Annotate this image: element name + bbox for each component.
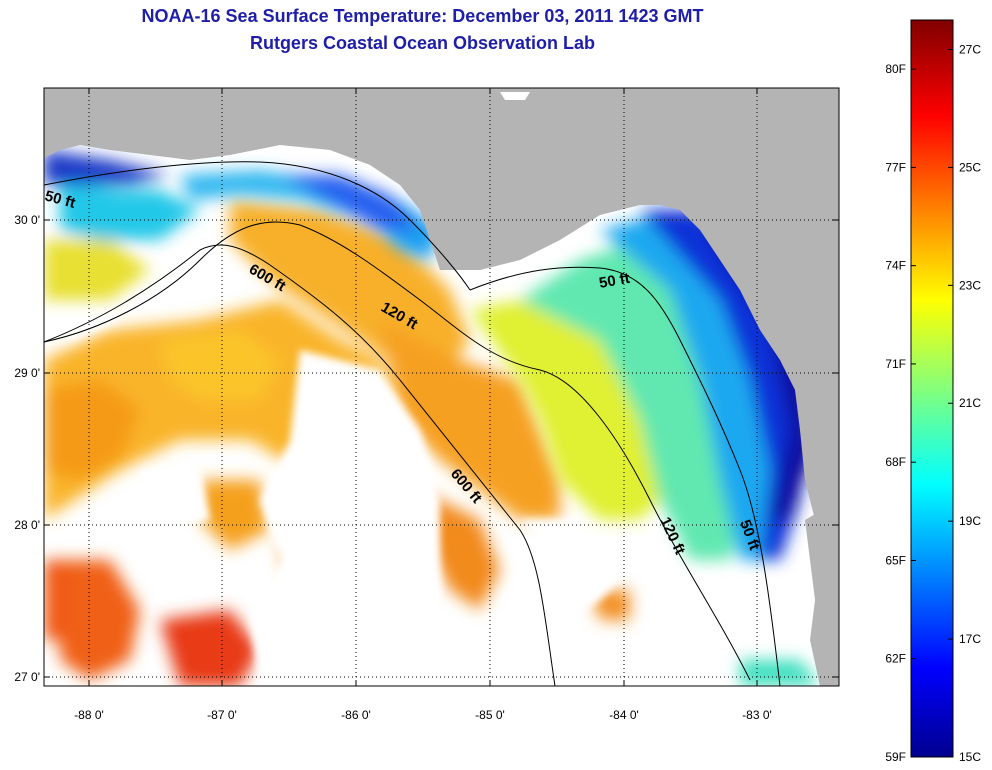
land-peninsula	[805, 500, 839, 686]
lat-tick-label: 29 0'	[14, 366, 40, 380]
land-mass	[44, 88, 839, 560]
lat-labels: 30 0' 29 0' 28 0' 27 0'	[14, 213, 40, 684]
colorbar-f-label: 62F	[885, 652, 906, 666]
lon-tick-label: -83 0'	[742, 708, 772, 722]
colorbar-f-label: 68F	[885, 455, 906, 469]
colorbar-c-label: 15C	[959, 750, 981, 764]
bathymetry-contours	[43, 161, 781, 687]
lon-tick-label: -85 0'	[475, 708, 505, 722]
lon-labels: -88 0' -87 0' -86 0' -85 0' -84 0' -83 0…	[74, 708, 772, 722]
sst-field	[44, 150, 820, 686]
contour-label: 50 ft	[598, 270, 631, 292]
colorbar-c-label: 27C	[959, 42, 981, 56]
map-subtitle: Rutgers Coastal Ocean Observation Lab	[249, 33, 596, 53]
graticule	[44, 88, 839, 686]
colorbar-c-label: 17C	[959, 632, 981, 646]
colorbar-c-label: 19C	[959, 514, 981, 528]
lat-tick-label: 28 0'	[14, 518, 40, 532]
lat-tick-label: 30 0'	[14, 213, 40, 227]
colorbar-c-label: 23C	[959, 278, 981, 292]
colorbar-f-label: 71F	[885, 357, 906, 371]
axis-ticks	[44, 88, 839, 686]
lat-tick-label: 27 0'	[14, 670, 40, 684]
colorbar-f-label: 80F	[885, 62, 906, 76]
map-title: NOAA-16 Sea Surface Temperature: Decembe…	[141, 6, 704, 26]
lon-tick-label: -84 0'	[609, 708, 639, 722]
lon-tick-label: -88 0'	[74, 708, 104, 722]
colorbar-f-label: 77F	[885, 160, 906, 174]
colorbar-c-label: 21C	[959, 396, 981, 410]
colorbar-f-label: 74F	[885, 259, 906, 273]
colorbar-f-label: 59F	[885, 750, 906, 764]
colorbar	[910, 19, 954, 758]
colorbar-labels: 80F 77F 74F 71F 68F 65F 62F 59F 27C 25C 23C 21C 19C 1…	[885, 42, 981, 764]
plot-frame	[43, 87, 840, 687]
colorbar-c-label: 25C	[959, 160, 981, 174]
lon-tick-label: -86 0'	[341, 708, 371, 722]
lon-tick-label: -87 0'	[207, 708, 237, 722]
colorbar-f-label: 65F	[885, 553, 906, 567]
